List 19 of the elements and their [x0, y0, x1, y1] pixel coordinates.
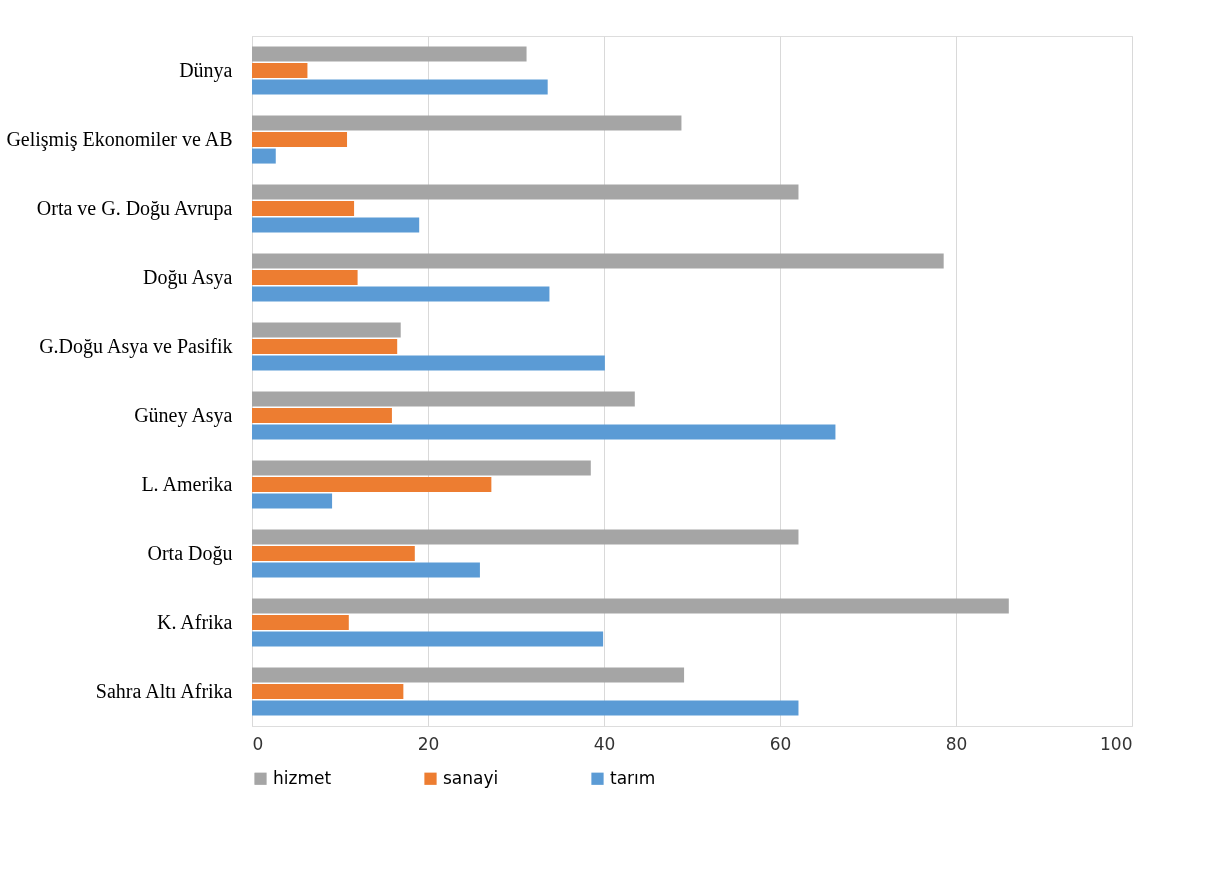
y-tick-label: L. Amerika — [141, 472, 233, 495]
x-tick-label: 40 — [593, 733, 616, 754]
x-tick-label: 20 — [417, 733, 440, 754]
x-tick-label: 80 — [945, 733, 968, 754]
x-tick-label: 100 — [1100, 733, 1133, 754]
y-tick-label: K. Afrika — [156, 610, 233, 633]
legend-label: tarım — [610, 767, 656, 788]
y-tick-label: Dünya — [179, 58, 233, 82]
y-tick-label: G.Doğu Asya ve Pasifik — [39, 334, 233, 358]
legend-label: hizmet — [273, 767, 332, 788]
y-tick-label: Sahra Altı Afrika — [95, 679, 233, 702]
x-tick-label: 0 — [252, 733, 264, 754]
legend-label: sanayi — [443, 767, 499, 788]
y-tick-label: Gelişmiş Ekonomiler ve AB — [6, 127, 233, 151]
y-tick-label: Doğu Asya — [143, 265, 233, 289]
y-tick-label: Orta ve G. Doğu Avrupa — [36, 196, 233, 220]
x-tick-label: 60 — [769, 733, 792, 754]
y-tick-label: Güney Asya — [134, 403, 233, 427]
y-tick-label: Orta Doğu — [147, 541, 233, 565]
